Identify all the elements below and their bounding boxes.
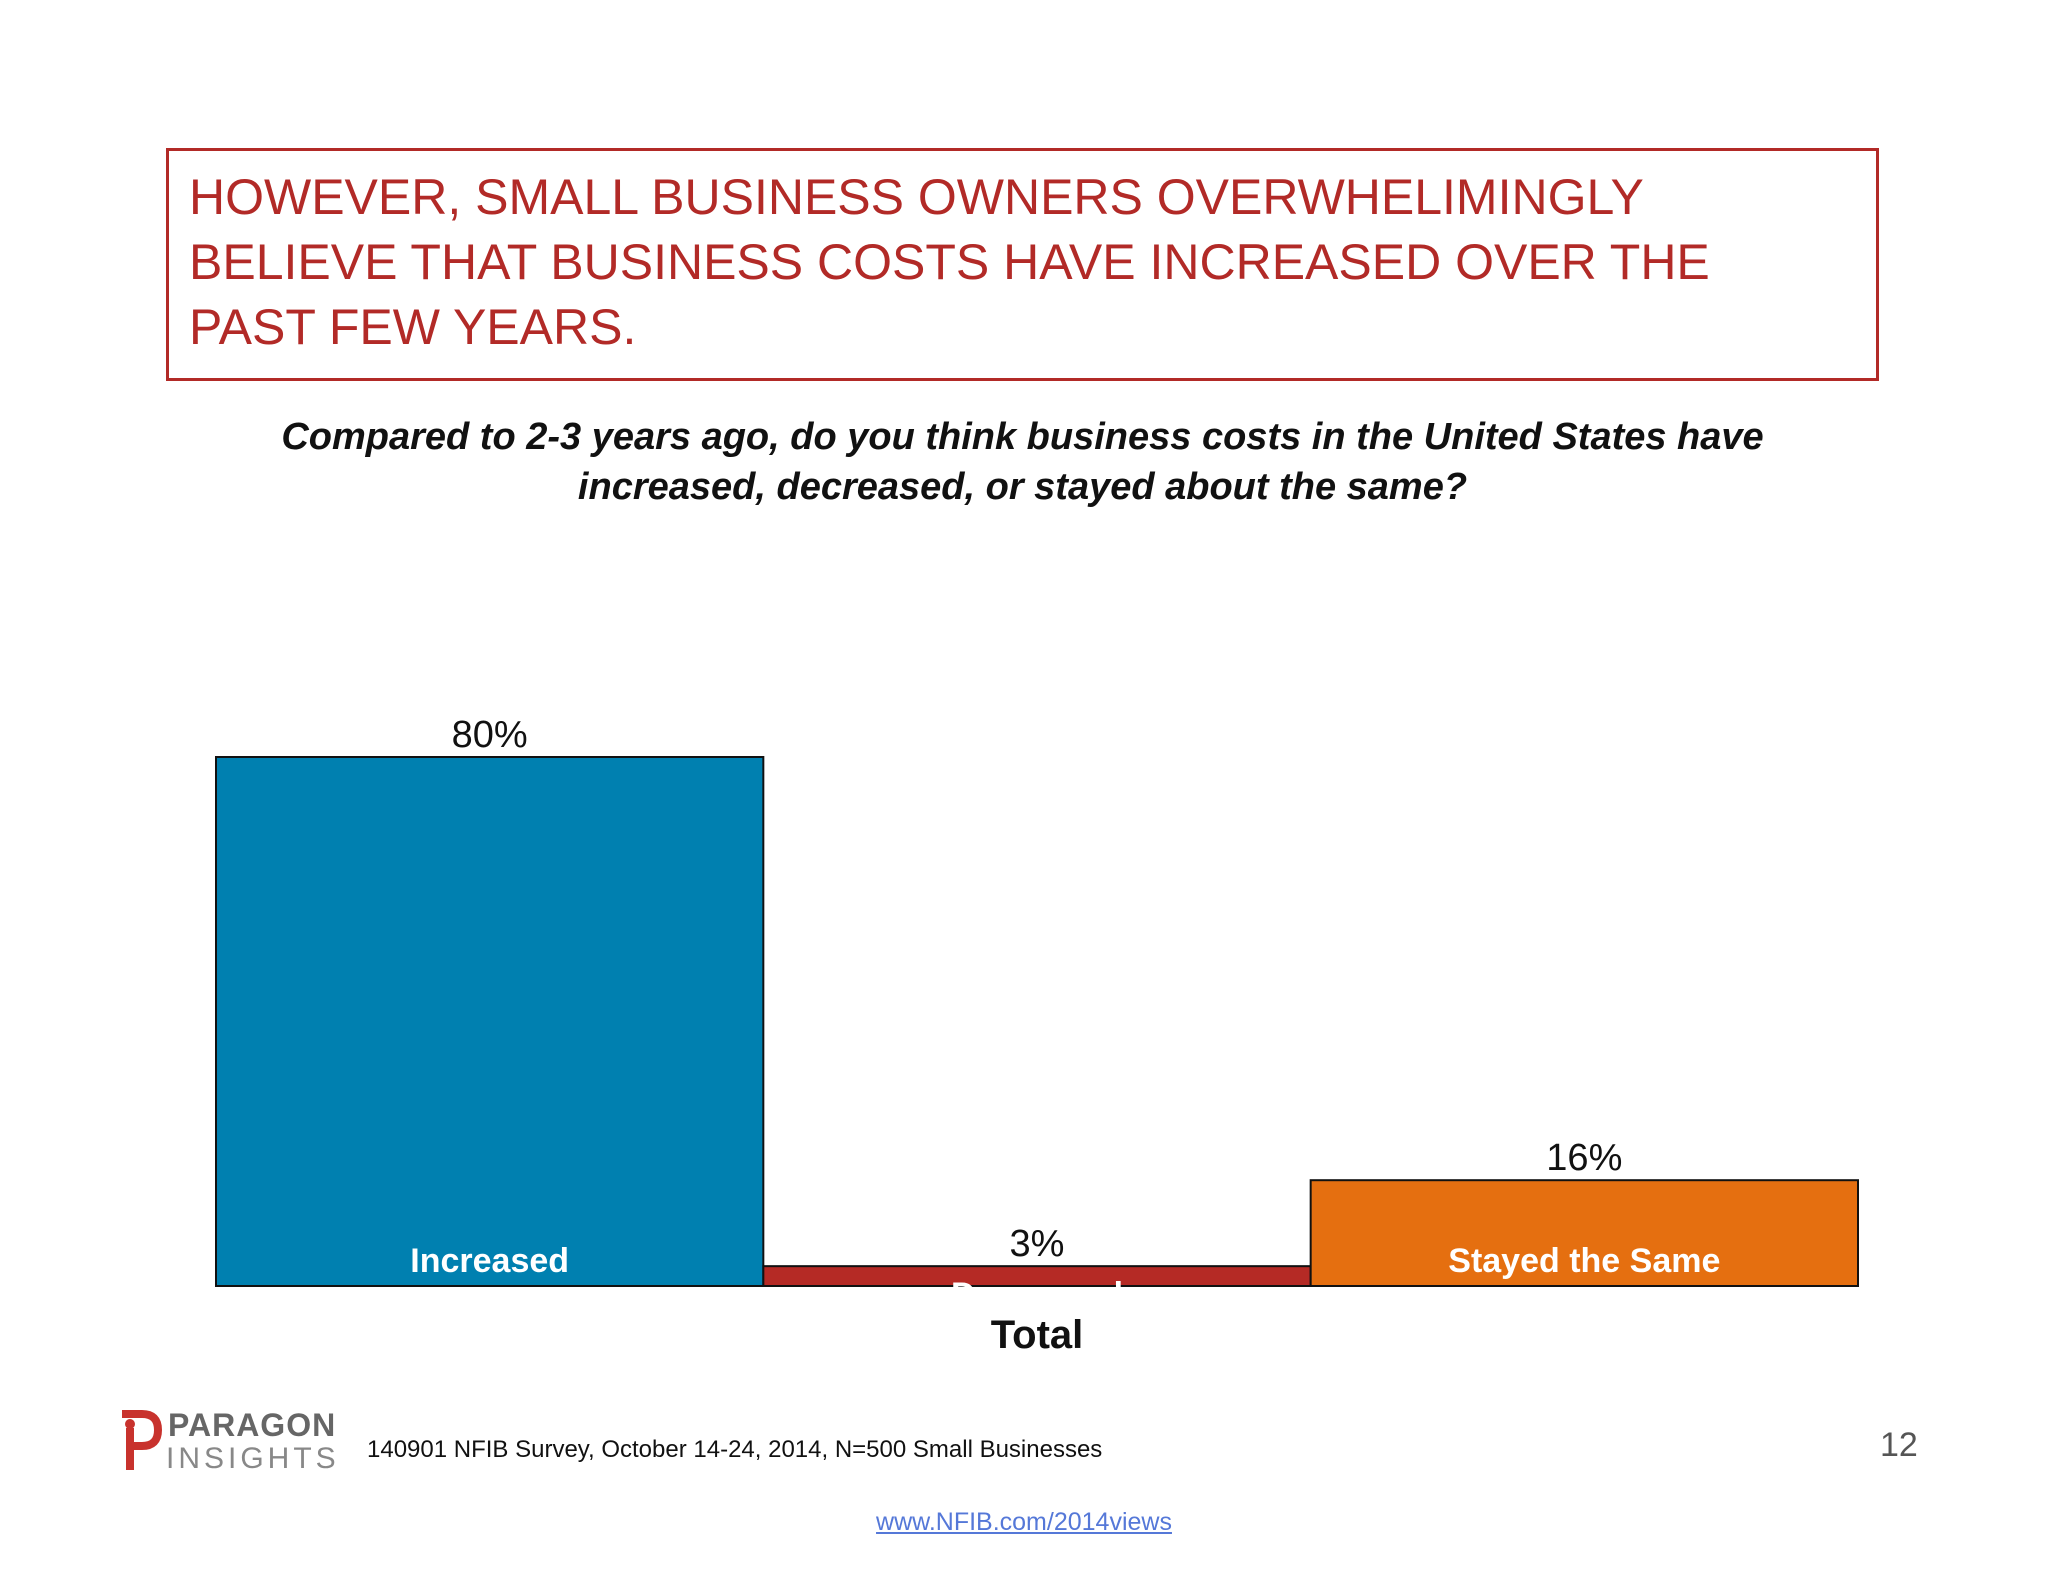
series-label-decreased: Decreased: [951, 1276, 1123, 1314]
category-label: Total: [991, 1313, 1084, 1357]
value-label-decreased: 3%: [1010, 1223, 1065, 1265]
source-note: 140901 NFIB Survey, October 14-24, 2014,…: [367, 1436, 1103, 1463]
headline-line: PAST FEW YEARS.: [189, 299, 637, 355]
value-label-stayed-the-same: 16%: [1546, 1137, 1622, 1179]
value-label-increased: 80%: [452, 714, 528, 756]
bar-chart: 80% Increased 3% Decreased 16% Stayed the Sam…: [215, 714, 1859, 1357]
survey-question: Compared to 2-3 years ago, do you think …: [166, 412, 1879, 512]
series-label-stayed-the-same: Stayed the Same: [1448, 1242, 1720, 1280]
question-line: Compared to 2-3 years ago, do you think …: [281, 416, 1764, 458]
bar-increased: [215, 756, 765, 1287]
logo-wordmark-bottom: INSIGHTS: [166, 1442, 340, 1475]
series-label-increased: Increased: [410, 1242, 569, 1280]
page-number: 12: [1880, 1426, 1918, 1464]
question-line: increased, decreased, or stayed about th…: [577, 466, 1468, 508]
headline-line: HOWEVER, SMALL BUSINESS OWNERS OVERWHELI…: [189, 169, 1644, 225]
bar-stayed-the-same: [1309, 1179, 1859, 1287]
logo-wordmark-top: PARAGON: [168, 1407, 337, 1443]
nfib-link[interactable]: www.NFIB.com/2014views: [876, 1508, 1172, 1536]
headline-box: HOWEVER, SMALL BUSINESS OWNERS OVERWHELI…: [166, 148, 1879, 381]
paragon-p-icon: [122, 1410, 163, 1470]
headline-line: BELIEVE THAT BUSINESS COSTS HAVE INCREAS…: [189, 234, 1710, 290]
